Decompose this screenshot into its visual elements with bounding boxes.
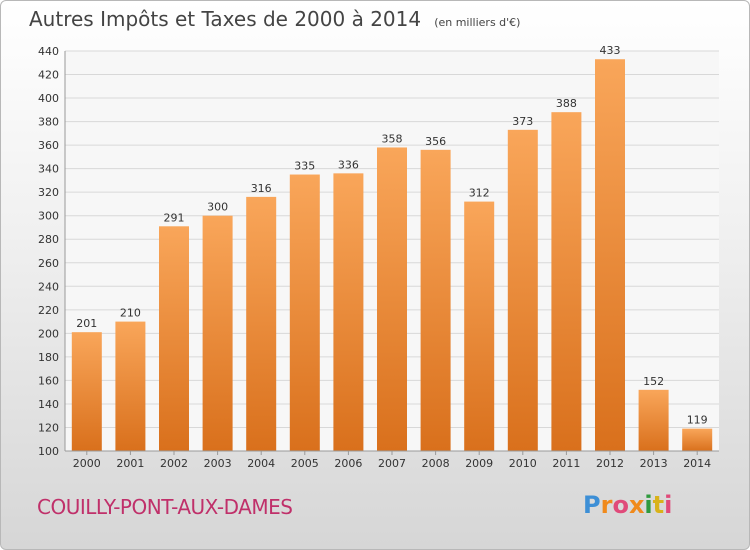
x-tick-label: 2012 [596, 457, 624, 470]
y-tick-label: 140 [38, 398, 59, 411]
bar [595, 59, 625, 452]
y-tick-label: 220 [38, 304, 59, 317]
bar [507, 129, 538, 451]
y-tick-label: 260 [38, 257, 59, 270]
data-label: 210 [120, 307, 141, 320]
x-tick-label: 2013 [640, 457, 668, 470]
data-label: 312 [469, 187, 490, 200]
bar-series: 201 210 291 300 316 335 336 358 356 312 373 388 433 1… [71, 44, 713, 452]
y-tick-label: 200 [38, 327, 59, 340]
bar [682, 428, 713, 451]
x-tick-label: 2007 [378, 457, 406, 470]
y-axis: 100 120 140 160 180 200 220 240 260 280 300 320 340 3… [38, 45, 66, 458]
x-axis: 2000 2001 2002 2003 2004 2005 2006 2007 2008 2009… [65, 450, 719, 470]
bar [202, 215, 233, 451]
bar [377, 147, 407, 451]
bar [420, 149, 451, 451]
data-label: 388 [556, 97, 577, 110]
data-label: 336 [338, 158, 359, 171]
x-tick-label: 2010 [509, 457, 537, 470]
chart-title: Autres Impôts et Taxes de 2000 à 2014 [29, 7, 422, 31]
x-tick-label: 2008 [422, 457, 450, 470]
y-tick-label: 180 [38, 351, 59, 364]
x-tick-label: 2009 [465, 457, 493, 470]
proxiti-logo: Proxiti [583, 491, 673, 519]
title-row: Autres Impôts et Taxes de 2000 à 2014 (e… [29, 7, 520, 31]
y-tick-label: 160 [38, 374, 59, 387]
chart-unit: (en milliers d'€) [434, 16, 521, 29]
y-tick-label: 300 [38, 210, 59, 223]
data-label: 119 [687, 414, 708, 427]
data-label: 316 [251, 182, 272, 195]
y-tick-label: 100 [38, 445, 59, 458]
data-label: 373 [512, 115, 533, 128]
city-name: COUILLY-PONT-AUX-DAMES [37, 495, 293, 519]
y-tick-label: 320 [38, 186, 59, 199]
data-label: 152 [643, 375, 664, 388]
x-tick-label: 2000 [73, 457, 101, 470]
y-tick-label: 120 [38, 421, 59, 434]
bar [289, 174, 320, 451]
bar [333, 173, 364, 451]
x-tick-label: 2006 [334, 457, 362, 470]
data-label: 300 [207, 201, 228, 214]
x-tick-label: 2002 [160, 457, 188, 470]
data-label: 433 [600, 44, 621, 57]
bar [246, 196, 277, 451]
bar [159, 226, 189, 451]
data-label: 358 [382, 132, 403, 145]
bar [71, 332, 102, 451]
y-tick-label: 280 [38, 233, 59, 246]
x-tick-label: 2005 [291, 457, 319, 470]
x-tick-label: 2003 [204, 457, 232, 470]
data-label: 356 [425, 135, 446, 148]
data-label: 291 [164, 211, 185, 224]
data-label: 201 [76, 317, 97, 330]
y-tick-label: 400 [38, 92, 59, 105]
bar [464, 201, 495, 451]
x-tick-label: 2001 [116, 457, 144, 470]
y-tick-label: 240 [38, 280, 59, 293]
y-tick-label: 360 [38, 139, 59, 152]
x-tick-label: 2011 [552, 457, 580, 470]
x-tick-label: 2014 [683, 457, 711, 470]
data-label: 335 [294, 160, 315, 173]
bar [638, 389, 669, 451]
y-tick-label: 340 [38, 163, 59, 176]
bar [551, 112, 582, 452]
y-tick-label: 440 [38, 45, 59, 58]
x-tick-label: 2004 [247, 457, 275, 470]
y-tick-label: 420 [38, 69, 59, 82]
y-tick-label: 380 [38, 116, 59, 129]
bar [115, 321, 146, 451]
